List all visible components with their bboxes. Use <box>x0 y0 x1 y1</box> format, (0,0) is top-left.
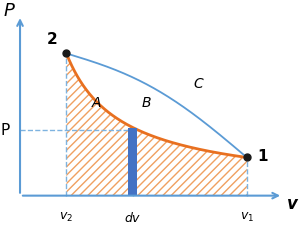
Text: $dv$: $dv$ <box>124 210 142 224</box>
Text: P: P <box>1 123 10 138</box>
Text: 1: 1 <box>257 148 268 164</box>
Text: v: v <box>286 194 297 212</box>
Text: A: A <box>91 96 101 110</box>
Text: B: B <box>142 96 151 110</box>
Text: 2: 2 <box>47 32 58 47</box>
Text: $P$: $P$ <box>3 2 16 20</box>
Text: C: C <box>193 76 203 90</box>
Text: $v_2$: $v_2$ <box>59 210 74 223</box>
Text: $v_1$: $v_1$ <box>240 210 254 223</box>
Bar <box>128 128 137 196</box>
